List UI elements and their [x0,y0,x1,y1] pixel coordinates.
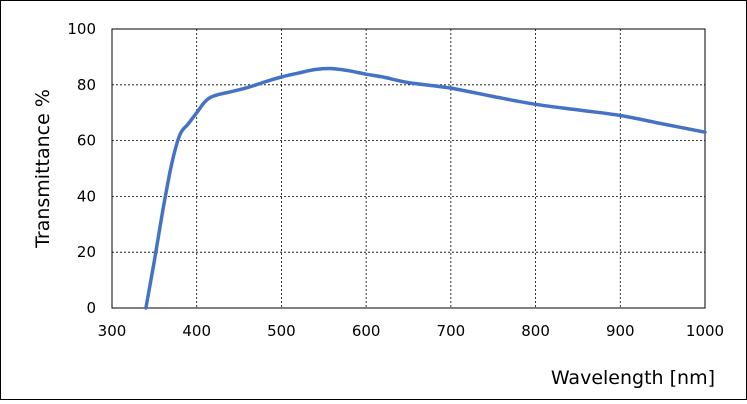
y-tick-label: 40 [77,187,96,205]
y-tick-label: 100 [67,20,96,38]
y-tick-label: 20 [77,243,96,261]
tick-labels: 300 400 500 600 700 800 900 1000 0 20 40 60 80 100 [67,20,724,340]
x-tick-label: 300 [98,322,127,340]
grid-layer [112,29,705,308]
x-tick-label: 500 [267,322,296,340]
y-tick-label: 0 [86,299,96,317]
x-tick-label: 700 [437,322,466,340]
plot-area-border [111,28,706,309]
x-tick-label: 800 [521,322,550,340]
x-tick-label: 600 [352,322,381,340]
x-tick-label: 1000 [686,322,724,340]
y-tick-label: 80 [77,76,96,94]
transmittance-line [144,66,707,310]
y-tick-label: 60 [77,132,96,150]
x-tick-label: 900 [606,322,635,340]
y-axis-title: Transmittance % [32,89,54,249]
x-tick-label: 400 [182,322,211,340]
x-axis-title: Wavelength [nm] [551,367,715,389]
